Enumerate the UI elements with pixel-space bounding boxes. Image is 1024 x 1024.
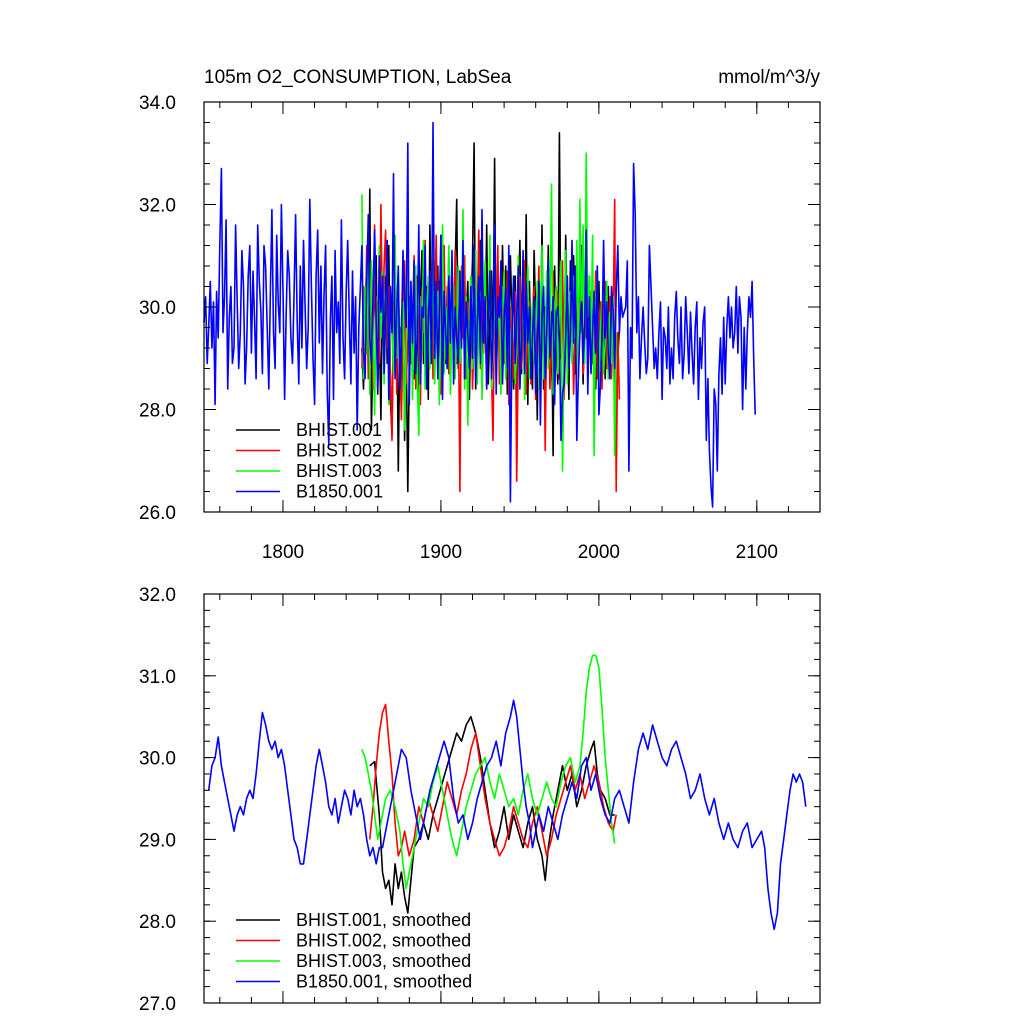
bottom-ytick-label: 30.0 [139,749,176,770]
top-ytick-label: 30.0 [139,298,176,319]
top-ytick-label: 34.0 [139,93,176,114]
top-legend-label-4: B1850.001 [296,482,383,502]
top-xtick-label: 2000 [578,542,620,563]
bottom-panel: 27.0 28.0 29.0 30.0 31.0 32.0 BHIST.001, smoot… [139,585,821,1015]
top-legend-label-1: BHIST.001 [296,420,382,440]
bottom-ytick-label: 28.0 [139,912,176,933]
top-ytick-label: 32.0 [139,196,176,217]
bottom-legend-label-1: BHIST.001, smoothed [296,910,471,930]
top-xtick-label: 2100 [736,542,778,563]
bottom-legend-label-3: BHIST.003, smoothed [296,951,471,971]
top-series-group [203,121,756,508]
top-title-left: 105m O2_CONSUMPTION, LabSea [204,67,512,88]
bottom-series-line-3 [361,654,616,890]
bottom-ytick-label: 29.0 [139,830,176,851]
top-series-line-4 [203,121,756,508]
top-panel: 105m O2_CONSUMPTION, LabSea mmol/m^3/y 2… [139,67,821,563]
top-legend-label-2: BHIST.002 [296,441,382,461]
bottom-series-line-4 [207,699,807,931]
bottom-legend-label-4: B1850.001, smoothed [296,972,472,992]
bottom-plot-frame [203,593,821,1004]
top-title-right: mmol/m^3/y [718,67,820,88]
bottom-ytick-label: 32.0 [139,585,176,606]
bottom-legend-label-2: BHIST.002, smoothed [296,931,471,951]
bottom-ytick-label: 31.0 [139,667,176,688]
bottom-ytick-label: 27.0 [139,994,176,1015]
bottom-series-line-2 [369,703,617,857]
top-xtick-label: 1900 [420,542,462,563]
top-ytick-label: 28.0 [139,401,176,422]
top-ytick-label: 26.0 [139,503,176,524]
top-legend-label-3: BHIST.003 [296,461,382,481]
top-xtick-label: 1800 [262,542,304,563]
bottom-series-group [207,654,807,931]
